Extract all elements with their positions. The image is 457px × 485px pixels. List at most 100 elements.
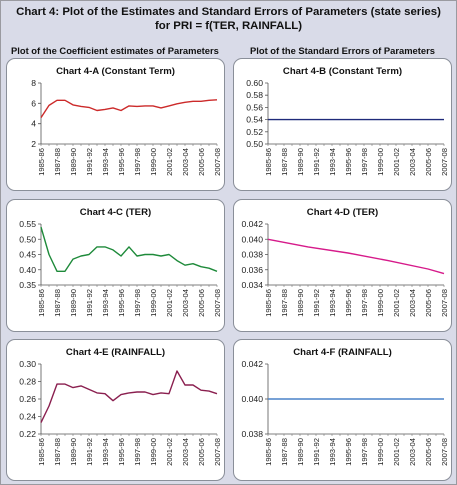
x-tick-label: 1999-00 [149, 289, 158, 317]
x-tick-label: 2007-08 [440, 438, 449, 466]
x-tick-label: 2007-08 [213, 148, 222, 176]
x-tick-label: 1993-94 [328, 148, 337, 176]
y-tick-label: 0.038 [241, 250, 263, 260]
series-line [40, 99, 218, 118]
y-tick-label: 0.58 [246, 90, 263, 100]
series-line [40, 370, 218, 423]
right-column-heading: Plot of the Standard Errors of Parameter… [250, 45, 435, 56]
x-tick-label: 2001-02 [392, 289, 401, 317]
x-tick-label: 1999-00 [376, 289, 385, 317]
x-tick-label: 1985-86 [37, 438, 46, 466]
x-tick-label: 1993-94 [328, 289, 337, 317]
y-tick-label: 0.52 [246, 127, 263, 137]
x-tick-label: 1991-92 [312, 289, 321, 317]
x-tick-label: 2003-04 [408, 438, 417, 466]
x-tick-label: 1987-88 [280, 289, 289, 317]
chart-title: Chart 4-B (Constant Term) [283, 66, 402, 77]
x-tick-label: 1989-90 [296, 438, 305, 466]
x-tick-label: 1991-92 [85, 289, 94, 317]
x-tick-label: 1997-98 [133, 438, 142, 466]
x-tick-label: 1995-96 [344, 148, 353, 176]
y-tick-label: 0.24 [19, 412, 36, 422]
x-tick-label: 1993-94 [101, 438, 110, 466]
series-line [267, 238, 445, 275]
y-tick-label: 0.040 [241, 234, 263, 244]
chart-4-d-svg: Chart 4-D (TER) 0.034 0.036 0.038 0.040 0.042… [241, 207, 449, 317]
x-tick-label: 1993-94 [328, 438, 337, 466]
x-tick-label: 1999-00 [149, 148, 158, 176]
x-tick-label: 2005-06 [197, 438, 206, 466]
x-tick-label: 2005-06 [424, 438, 433, 466]
x-tick-label: 1991-92 [312, 438, 321, 466]
x-tick-label: 2007-08 [213, 289, 222, 317]
chart-title: Chart 4-E (RAINFALL) [66, 347, 165, 358]
x-tick-label: 1987-88 [53, 438, 62, 466]
x-tick-label: 2001-02 [165, 148, 174, 176]
x-tick-label: 1999-00 [376, 148, 385, 176]
y-tick-label: 0.036 [241, 265, 263, 275]
y-tick-label: 0.038 [241, 429, 263, 439]
x-tick-label: 1985-86 [264, 148, 273, 176]
y-tick-label: 0.30 [19, 359, 36, 369]
x-tick-label: 2007-08 [440, 148, 449, 176]
chart-title: Chart 4-A (Constant Term) [56, 66, 175, 77]
y-tick-label: 0.28 [19, 377, 36, 387]
chart-4c-panel: Chart 4-C (TER) 0.35 0.40 0.45 0.50 0.55 1985-… [6, 199, 225, 332]
x-tick-label: 1991-92 [312, 148, 321, 176]
y-tick-label: 4 [31, 119, 36, 129]
x-tick-label: 1985-86 [37, 148, 46, 176]
x-tick-label: 1997-98 [133, 148, 142, 176]
y-tick-label: 0.22 [19, 429, 36, 439]
chart-4-e-svg: Chart 4-E (RAINFALL) 0.22 0.24 0.26 0.28 0.30… [19, 347, 222, 466]
x-tick-label: 1995-96 [344, 438, 353, 466]
y-tick-label: 0.034 [241, 280, 263, 290]
x-tick-label: 1987-88 [53, 289, 62, 317]
chart-4-b-svg: Chart 4-B (Constant Term) 0.50 0.52 0.54 0.5… [246, 66, 449, 176]
x-tick-label: 1993-94 [101, 289, 110, 317]
x-tick-label: 2003-04 [181, 289, 190, 317]
y-tick-label: 0.040 [241, 394, 263, 404]
chart-4d-panel: Chart 4-D (TER) 0.034 0.036 0.038 0.040 0.042… [233, 199, 452, 332]
x-tick-label: 1987-88 [53, 148, 62, 176]
y-tick-label: 0.26 [19, 394, 36, 404]
x-tick-label: 2001-02 [165, 289, 174, 317]
x-tick-label: 1989-90 [296, 148, 305, 176]
x-tick-label: 1999-00 [149, 438, 158, 466]
chart-title: Chart 4-C (TER) [80, 207, 151, 218]
y-tick-label: 0.35 [19, 280, 36, 290]
left-column-heading: Plot of the Coefficient estimates of Par… [11, 45, 219, 56]
x-tick-label: 2007-08 [440, 289, 449, 317]
x-tick-label: 2003-04 [408, 289, 417, 317]
x-tick-label: 1995-96 [117, 148, 126, 176]
x-tick-label: 1993-94 [101, 148, 110, 176]
chart-4-c-svg: Chart 4-C (TER) 0.35 0.40 0.45 0.50 0.55 1985-… [19, 207, 222, 317]
chart-4b-panel: Chart 4-B (Constant Term) 0.50 0.52 0.54 0.5… [233, 58, 452, 191]
y-tick-label: 0.042 [241, 219, 263, 229]
x-tick-label: 1995-96 [117, 438, 126, 466]
x-tick-label: 2007-08 [213, 438, 222, 466]
chart-4-a-svg: Chart 4-A (Constant Term) 2 4 6 8 1985-86 1987… [31, 66, 222, 176]
y-tick-label: 0.40 [19, 265, 36, 275]
x-tick-label: 1985-86 [264, 438, 273, 466]
series-line [40, 226, 218, 273]
y-tick-label: 0.50 [19, 234, 36, 244]
y-tick-label: 0.45 [19, 250, 36, 260]
y-tick-label: 8 [31, 78, 36, 88]
x-tick-label: 1989-90 [69, 289, 78, 317]
y-tick-label: 0.54 [246, 115, 263, 125]
chart-title: Chart 4-D (TER) [307, 207, 378, 218]
x-tick-label: 1997-98 [360, 289, 369, 317]
x-tick-label: 1995-96 [117, 289, 126, 317]
x-tick-label: 1997-98 [360, 438, 369, 466]
chart-4-f-svg: Chart 4-F (RAINFALL) 0.038 0.040 0.042 1985-… [241, 347, 449, 466]
y-tick-label: 0.55 [19, 219, 36, 229]
x-tick-label: 1989-90 [296, 289, 305, 317]
x-tick-label: 2001-02 [165, 438, 174, 466]
x-tick-label: 1985-86 [37, 289, 46, 317]
y-tick-label: 0.60 [246, 78, 263, 88]
x-tick-label: 1989-90 [69, 438, 78, 466]
x-tick-label: 2003-04 [408, 148, 417, 176]
figure-title: Chart 4: Plot of the Estimates and Stand… [16, 6, 441, 32]
x-tick-label: 1999-00 [376, 438, 385, 466]
